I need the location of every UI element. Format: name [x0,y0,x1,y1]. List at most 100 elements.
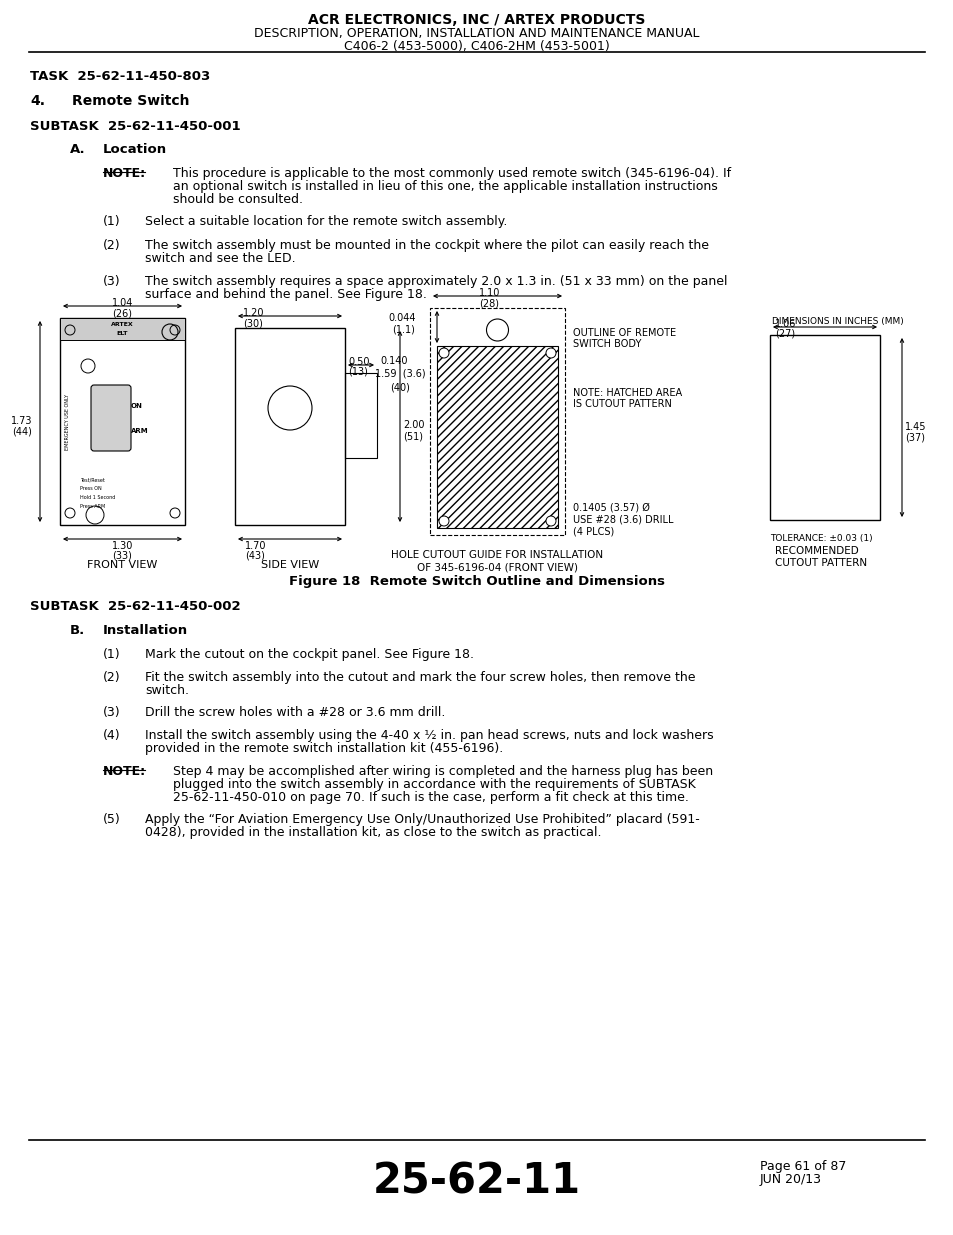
Text: Select a suitable location for the remote switch assembly.: Select a suitable location for the remot… [145,215,507,228]
Text: The switch assembly requires a space approximately 2.0 x 1.3 in. (51 x 33 mm) on: The switch assembly requires a space app… [145,275,727,288]
Text: an optional switch is installed in lieu of this one, the applicable installation: an optional switch is installed in lieu … [172,180,717,193]
Text: The switch assembly must be mounted in the cockpit where the pilot can easily re: The switch assembly must be mounted in t… [145,240,708,252]
Text: 2.00: 2.00 [402,420,424,431]
Text: (51): (51) [402,431,422,441]
Text: (30): (30) [243,317,263,329]
Text: OUTLINE OF REMOTE: OUTLINE OF REMOTE [573,329,676,338]
Text: SIDE VIEW: SIDE VIEW [260,559,319,571]
Text: (2): (2) [103,240,120,252]
Text: SUBTASK  25-62-11-450-002: SUBTASK 25-62-11-450-002 [30,600,240,613]
Text: 1.06: 1.06 [774,319,796,329]
Text: (27): (27) [774,329,794,338]
Bar [60,317,185,340]
Text: C406-2 (453-5000), C406-2HM (453-5001): C406-2 (453-5000), C406-2HM (453-5001) [344,40,609,53]
Text: switch.: switch. [145,684,189,697]
Text: Test/Reset: Test/Reset [80,477,105,482]
Text: SUBTASK  25-62-11-450-001: SUBTASK 25-62-11-450-001 [30,120,240,133]
Text: 1.20: 1.20 [243,308,264,317]
Text: (28): (28) [479,298,499,308]
Text: 0.1405 (3.57) Ø: 0.1405 (3.57) Ø [573,503,649,513]
Text: Hold 1 Second: Hold 1 Second [80,495,115,500]
Text: OF 345-6196-04 (FRONT VIEW): OF 345-6196-04 (FRONT VIEW) [416,562,578,572]
Text: IS CUTOUT PATTERN: IS CUTOUT PATTERN [573,399,671,409]
Text: plugged into the switch assembly in accordance with the requirements of SUBTASK: plugged into the switch assembly in acco… [172,778,695,790]
Text: 25-62-11-450-010 on page 70. If such is the case, perform a fit check at this ti: 25-62-11-450-010 on page 70. If such is … [172,790,688,804]
Text: (26): (26) [112,308,132,317]
Text: 0428), provided in the installation kit, as close to the switch as practical.: 0428), provided in the installation kit,… [145,826,601,839]
Text: 1.04: 1.04 [112,298,133,308]
Text: (1): (1) [103,648,120,661]
Text: (40): (40) [390,382,410,391]
Text: JUN 20/13: JUN 20/13 [760,1173,821,1186]
Text: CUTOUT PATTERN: CUTOUT PATTERN [774,558,866,568]
Text: should be consulted.: should be consulted. [172,193,303,206]
Text: Press ON: Press ON [80,487,102,492]
Text: ON: ON [131,403,143,409]
Text: Drill the screw holes with a #28 or 3.6 mm drill.: Drill the screw holes with a #28 or 3.6 … [145,706,445,719]
Text: NOTE: HATCHED AREA: NOTE: HATCHED AREA [573,388,681,398]
Text: USE #28 (3.6) DRILL: USE #28 (3.6) DRILL [573,515,673,525]
Text: 1.73: 1.73 [10,415,32,426]
Bar [234,329,345,525]
Bar [345,373,376,458]
Text: (37): (37) [904,432,924,442]
Text: Figure 18  Remote Switch Outline and Dimensions: Figure 18 Remote Switch Outline and Dime… [289,576,664,588]
Text: SWITCH BODY: SWITCH BODY [573,338,640,350]
Text: (2): (2) [103,671,120,684]
Text: FRONT VIEW: FRONT VIEW [88,559,157,571]
Text: Fit the switch assembly into the cutout and mark the four screw holes, then remo: Fit the switch assembly into the cutout … [145,671,695,684]
Circle shape [438,348,449,358]
Text: Page 61 of 87: Page 61 of 87 [760,1160,845,1173]
Text: surface and behind the panel. See Figure 18.: surface and behind the panel. See Figure… [145,288,426,301]
Text: ARTEX: ARTEX [111,322,133,327]
Circle shape [545,516,556,526]
Text: 25-62-11: 25-62-11 [373,1160,580,1202]
Text: Install the switch assembly using the 4-40 x ½ in. pan head screws, nuts and loc: Install the switch assembly using the 4-… [145,729,713,742]
Bar [769,335,879,520]
Text: 0.140: 0.140 [379,356,407,366]
Text: 0.50: 0.50 [348,357,369,367]
Text: B.: B. [70,624,85,637]
Text: (1): (1) [103,215,120,228]
Text: Step 4 may be accomplished after wiring is completed and the harness plug has be: Step 4 may be accomplished after wiring … [172,764,713,778]
Text: Location: Location [103,143,167,156]
Text: 1.30: 1.30 [112,541,133,551]
Bar [430,308,564,535]
Text: DIMENSIONS IN INCHES (MM): DIMENSIONS IN INCHES (MM) [771,317,902,326]
Text: (44): (44) [12,426,32,436]
Bar [436,346,558,529]
Text: (5): (5) [103,813,121,826]
Text: (1.1): (1.1) [392,324,415,333]
Text: Mark the cutout on the cockpit panel. See Figure 18.: Mark the cutout on the cockpit panel. Se… [145,648,474,661]
Text: NOTE:: NOTE: [103,764,146,778]
Text: ACR ELECTRONICS, INC / ARTEX PRODUCTS: ACR ELECTRONICS, INC / ARTEX PRODUCTS [308,14,645,27]
Text: Installation: Installation [103,624,188,637]
Text: 1.59  (3.6): 1.59 (3.6) [375,369,425,379]
Text: 1.70: 1.70 [245,541,266,551]
Text: Remote Switch: Remote Switch [71,94,190,107]
Text: 4.: 4. [30,94,45,107]
Bar [430,308,564,535]
Text: (4 PLCS): (4 PLCS) [573,527,614,537]
Text: (4): (4) [103,729,120,742]
Text: EMERGENCY USE ONLY: EMERGENCY USE ONLY [66,394,71,450]
Text: DESCRIPTION, OPERATION, INSTALLATION AND MAINTENANCE MANUAL: DESCRIPTION, OPERATION, INSTALLATION AND… [254,27,699,40]
FancyBboxPatch shape [91,385,131,451]
Text: (3): (3) [103,275,120,288]
Text: provided in the remote switch installation kit (455-6196).: provided in the remote switch installati… [145,742,503,755]
Text: NOTE:: NOTE: [103,167,146,180]
Text: ARM: ARM [131,429,149,433]
Text: Press ARM: Press ARM [80,504,105,509]
Text: HOLE CUTOUT GUIDE FOR INSTALLATION: HOLE CUTOUT GUIDE FOR INSTALLATION [391,550,603,559]
Circle shape [438,516,449,526]
Text: switch and see the LED.: switch and see the LED. [145,252,295,266]
Text: RECOMMENDED: RECOMMENDED [774,546,858,556]
Text: ELT: ELT [116,331,128,336]
Text: 1.10: 1.10 [478,288,499,298]
Text: A.: A. [70,143,86,156]
Text: TOLERANCE: ±0.03 (1): TOLERANCE: ±0.03 (1) [769,534,872,543]
Text: (3): (3) [103,706,120,719]
Text: 0.044: 0.044 [388,312,416,324]
Circle shape [486,319,508,341]
Text: (33): (33) [112,551,132,561]
